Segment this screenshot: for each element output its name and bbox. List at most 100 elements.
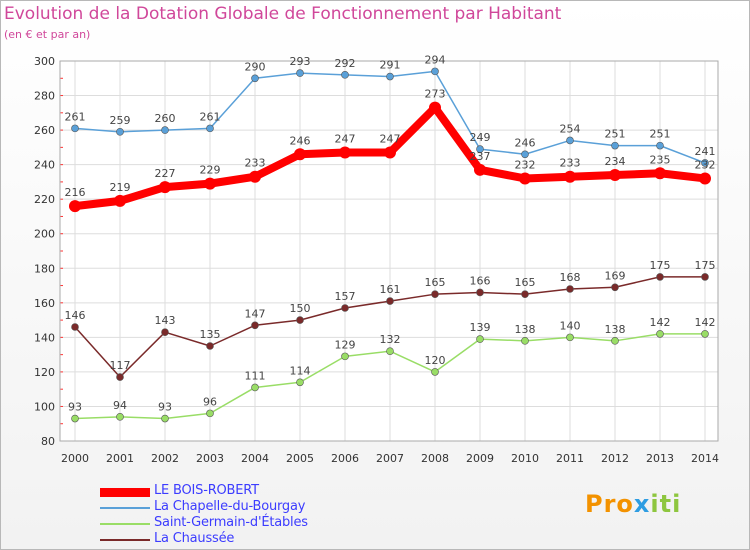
data-label: 294 xyxy=(425,53,446,66)
y-tick-label: 160 xyxy=(34,297,55,310)
x-tick-label: 2014 xyxy=(691,452,719,465)
data-label: 251 xyxy=(605,128,626,141)
legend-swatch xyxy=(100,488,150,497)
y-tick-label: 280 xyxy=(34,90,55,103)
data-point xyxy=(384,146,396,159)
legend-swatch xyxy=(100,507,150,509)
data-point xyxy=(296,316,304,324)
y-tick-label: 220 xyxy=(34,193,55,206)
data-point xyxy=(386,297,394,305)
data-label: 241 xyxy=(695,145,716,158)
data-point xyxy=(386,72,394,81)
data-point xyxy=(701,330,709,338)
data-point xyxy=(566,333,574,342)
data-point xyxy=(116,373,124,381)
legend-swatch xyxy=(100,523,150,525)
data-point xyxy=(204,177,216,190)
legend-swatch xyxy=(100,539,150,541)
data-point xyxy=(161,126,169,134)
data-label: 232 xyxy=(695,158,716,171)
data-point xyxy=(656,330,664,338)
y-tick-label: 200 xyxy=(34,228,55,241)
data-label: 93 xyxy=(68,401,82,414)
data-point xyxy=(116,128,124,136)
data-point xyxy=(341,352,349,361)
data-point xyxy=(609,169,621,181)
data-label: 132 xyxy=(380,333,401,346)
data-label: 165 xyxy=(515,276,536,289)
data-point xyxy=(114,194,126,207)
data-label: 140 xyxy=(560,319,581,332)
data-label: 291 xyxy=(380,59,401,72)
data-point xyxy=(294,148,306,161)
data-label: 229 xyxy=(200,164,221,177)
legend-label: Saint-Germain-d'Étables xyxy=(154,515,308,530)
data-point xyxy=(251,74,259,83)
chart-title: Evolution de la Dotation Globale de Fonc… xyxy=(4,4,562,24)
data-point xyxy=(521,337,529,345)
legend-label: La Chaussée xyxy=(154,531,235,546)
data-label: 260 xyxy=(155,112,176,125)
data-point xyxy=(69,200,81,213)
y-tick-label: 180 xyxy=(34,262,55,275)
x-tick-label: 2006 xyxy=(331,452,359,465)
data-point xyxy=(429,101,441,114)
y-tick-label: 260 xyxy=(34,124,55,137)
data-label: 168 xyxy=(560,271,581,284)
data-point xyxy=(249,170,261,183)
x-tick-label: 2005 xyxy=(286,452,314,465)
data-point xyxy=(161,328,169,336)
data-label: 234 xyxy=(605,155,626,168)
y-tick-label: 300 xyxy=(34,55,55,68)
data-label: 165 xyxy=(425,276,446,289)
data-label: 96 xyxy=(203,395,217,408)
data-point xyxy=(701,159,709,167)
data-point xyxy=(206,342,214,350)
data-label: 93 xyxy=(158,401,172,414)
data-point xyxy=(474,163,486,176)
data-label: 147 xyxy=(245,307,266,320)
data-point xyxy=(521,150,529,159)
plot-border xyxy=(59,60,719,442)
data-label: 227 xyxy=(155,167,176,180)
data-label: 175 xyxy=(695,259,716,272)
data-label: 293 xyxy=(290,55,311,68)
data-label: 114 xyxy=(290,364,311,377)
data-label: 139 xyxy=(470,321,491,334)
data-point xyxy=(519,172,531,185)
x-tick-label: 2012 xyxy=(601,452,629,465)
data-label: 216 xyxy=(65,186,86,199)
data-point xyxy=(431,290,439,298)
data-label: 117 xyxy=(110,359,131,372)
data-label: 235 xyxy=(650,153,671,166)
data-label: 232 xyxy=(515,158,536,171)
data-label: 246 xyxy=(515,136,536,149)
data-point xyxy=(701,273,709,281)
x-tick-label: 2013 xyxy=(646,452,674,465)
data-point xyxy=(159,181,171,194)
data-point xyxy=(71,414,79,423)
data-label: 261 xyxy=(65,110,86,123)
data-point xyxy=(341,71,349,79)
x-tick-label: 2008 xyxy=(421,452,449,465)
data-label: 120 xyxy=(425,354,446,367)
y-tick-label: 240 xyxy=(34,159,55,172)
data-point xyxy=(654,167,666,180)
data-point xyxy=(339,146,351,159)
data-label: 175 xyxy=(650,259,671,272)
data-label: 237 xyxy=(470,150,491,163)
data-point xyxy=(476,288,484,297)
data-point xyxy=(161,414,169,423)
y-tick-label: 80 xyxy=(41,435,55,448)
data-label: 146 xyxy=(65,309,86,322)
data-label: 138 xyxy=(605,323,626,336)
data-label: 259 xyxy=(110,114,131,127)
data-label: 219 xyxy=(110,181,131,194)
data-point xyxy=(71,124,79,133)
data-label: 233 xyxy=(245,157,266,170)
data-point xyxy=(611,337,619,345)
data-point xyxy=(476,145,484,153)
plot-area xyxy=(60,61,718,441)
data-point xyxy=(611,283,619,292)
